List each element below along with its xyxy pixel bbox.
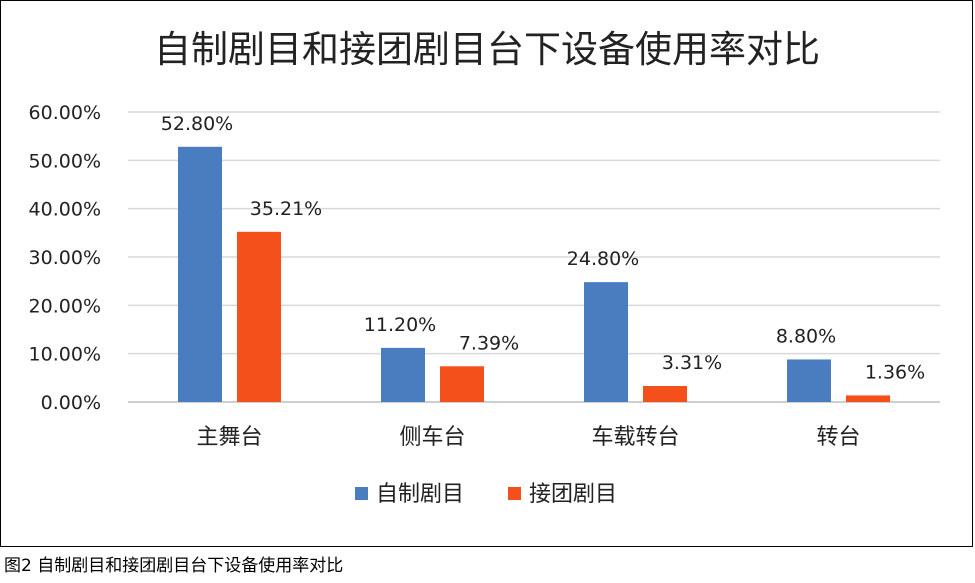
- data-label: 8.80%: [776, 325, 836, 347]
- legend-swatch: [355, 487, 368, 500]
- chart-title: 自制剧目和接团剧目台下设备使用率对比: [154, 28, 820, 71]
- bar-接团剧目: [237, 231, 281, 402]
- data-label: 1.36%: [865, 361, 925, 383]
- data-label: 24.80%: [567, 248, 639, 270]
- data-label: 52.80%: [161, 113, 233, 135]
- y-tick-label: 10.00%: [29, 344, 101, 366]
- y-tick-label: 40.00%: [29, 199, 101, 221]
- bar-接团剧目: [643, 386, 687, 402]
- y-tick-label: 50.00%: [29, 150, 101, 172]
- legend-swatch: [508, 487, 521, 500]
- legend-label: 自制剧目: [376, 482, 464, 507]
- y-tick-label: 0.00%: [41, 392, 101, 414]
- y-tick-label: 30.00%: [29, 247, 101, 269]
- y-axis: 0.00% 10.00% 20.00% 30.00% 40.00% 50.00% 60.00…: [29, 102, 101, 414]
- chart-frame: [0, 0, 973, 547]
- legend-label: 接团剧目: [529, 482, 617, 507]
- data-label: 11.20%: [364, 314, 436, 336]
- x-category-label: 侧车台: [399, 425, 465, 450]
- y-tick-label: 60.00%: [29, 102, 101, 124]
- x-axis: 主舞台 侧车台 车载转台 转台: [196, 425, 860, 450]
- x-category-label: 车载转台: [591, 425, 679, 450]
- x-category-label: 主舞台: [196, 425, 262, 450]
- bar-自制剧目: [178, 146, 222, 402]
- bar-chart: 自制剧目和接团剧目台下设备使用率对比 0.00% 10.00% 20.00% 30.0…: [29, 28, 940, 507]
- bar-自制剧目: [787, 359, 831, 402]
- data-labels: 52.80% 35.21% 11.20% 7.39% 24.80% 3.31% 8.80% 1…: [161, 113, 925, 384]
- data-label: 35.21%: [250, 198, 322, 220]
- bars: [178, 146, 890, 402]
- bar-接团剧目: [846, 395, 890, 402]
- bar-自制剧目: [584, 282, 628, 402]
- bar-自制剧目: [381, 347, 425, 402]
- x-category-label: 转台: [816, 425, 860, 450]
- legend: 自制剧目 接团剧目: [355, 482, 617, 507]
- data-label: 7.39%: [459, 332, 519, 354]
- figure-caption: 图2 自制剧目和接团剧目台下设备使用率对比: [4, 556, 344, 576]
- y-tick-label: 20.00%: [29, 295, 101, 317]
- bar-接团剧目: [440, 366, 484, 402]
- data-label: 3.31%: [662, 352, 722, 374]
